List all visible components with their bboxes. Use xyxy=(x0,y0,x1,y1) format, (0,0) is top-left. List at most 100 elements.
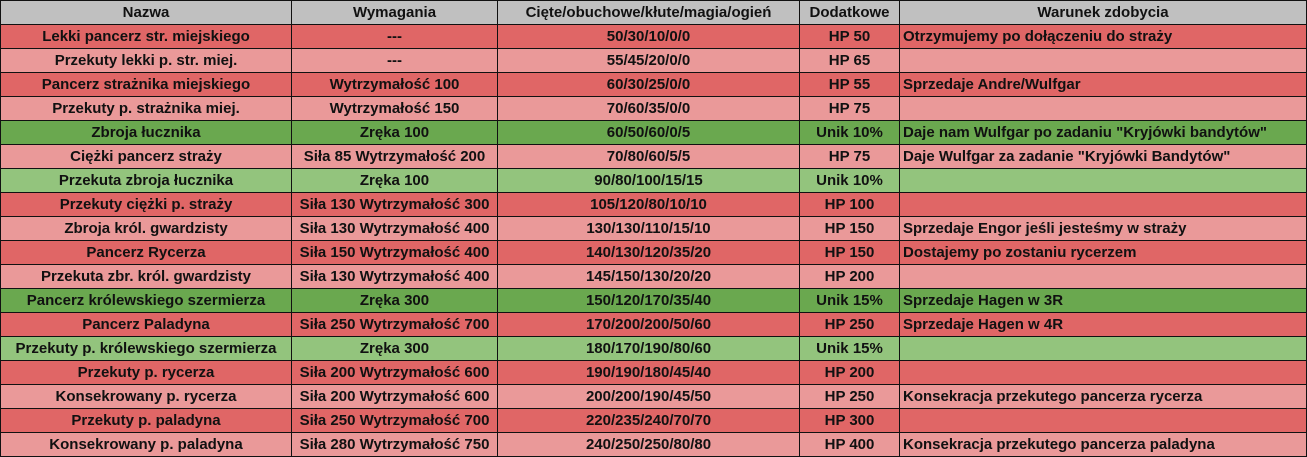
header-stats: Cięte/obuchowe/kłute/magia/ogień xyxy=(497,0,800,25)
cell-condition: Daje nam Wulfgar po zadaniu "Kryjówki ba… xyxy=(899,120,1307,145)
cell-stats: 220/235/240/70/70 xyxy=(497,408,800,433)
cell-requirements: --- xyxy=(291,24,498,49)
cell-requirements: Siła 85 Wytrzymałość 200 xyxy=(291,144,498,169)
cell-name: Przekuty p. paladyna xyxy=(0,408,292,433)
cell-requirements: --- xyxy=(291,48,498,73)
cell-requirements: Siła 250 Wytrzymałość 700 xyxy=(291,312,498,337)
cell-extra: Unik 10% xyxy=(799,168,900,193)
cell-requirements: Siła 200 Wytrzymałość 600 xyxy=(291,384,498,409)
cell-stats: 70/60/35/0/0 xyxy=(497,96,800,121)
cell-condition xyxy=(899,168,1307,193)
cell-condition: Otrzymujemy po dołączeniu do straży xyxy=(899,24,1307,49)
cell-extra: HP 250 xyxy=(799,384,900,409)
cell-name: Pancerz królewskiego szermierza xyxy=(0,288,292,313)
cell-extra: HP 150 xyxy=(799,240,900,265)
table-row: Przekuta zbr. król. gwardzisty Siła 130 W… xyxy=(0,264,1307,289)
cell-extra: HP 75 xyxy=(799,144,900,169)
cell-stats: 190/190/180/45/40 xyxy=(497,360,800,385)
cell-name: Konsekrowany p. paladyna xyxy=(0,432,292,457)
cell-extra: HP 100 xyxy=(799,192,900,217)
cell-stats: 130/130/110/15/10 xyxy=(497,216,800,241)
table-row: Konsekrowany p. paladyna Siła 280 Wytrzym… xyxy=(0,432,1307,457)
cell-stats: 55/45/20/0/0 xyxy=(497,48,800,73)
table-row: Przekuty p. królewskiego szermierza Zręka… xyxy=(0,336,1307,361)
cell-condition: Sprzedaje Hagen w 4R xyxy=(899,312,1307,337)
cell-name: Przekuty p. strażnika miej. xyxy=(0,96,292,121)
cell-condition xyxy=(899,264,1307,289)
cell-condition: Daje Wulfgar za zadanie "Kryjówki Bandyt… xyxy=(899,144,1307,169)
cell-condition: Sprzedaje Hagen w 3R xyxy=(899,288,1307,313)
table-row: Zbroja łucznika Zręka 100 60/50/60/0/5 Unik… xyxy=(0,120,1307,145)
cell-requirements: Siła 200 Wytrzymałość 600 xyxy=(291,360,498,385)
cell-stats: 60/50/60/0/5 xyxy=(497,120,800,145)
cell-extra: HP 150 xyxy=(799,216,900,241)
cell-name: Pancerz Paladyna xyxy=(0,312,292,337)
cell-stats: 200/200/190/45/50 xyxy=(497,384,800,409)
cell-extra: HP 200 xyxy=(799,264,900,289)
cell-requirements: Zręka 300 xyxy=(291,336,498,361)
cell-requirements: Wytrzymałość 100 xyxy=(291,72,498,97)
cell-stats: 180/170/190/80/60 xyxy=(497,336,800,361)
cell-stats: 150/120/170/35/40 xyxy=(497,288,800,313)
cell-stats: 140/130/120/35/20 xyxy=(497,240,800,265)
cell-stats: 240/250/250/80/80 xyxy=(497,432,800,457)
cell-name: Przekuty lekki p. str. miej. xyxy=(0,48,292,73)
cell-extra: HP 50 xyxy=(799,24,900,49)
table-row: Przekuty ciężki p. straży Siła 130 Wytrzy… xyxy=(0,192,1307,217)
cell-stats: 145/150/130/20/20 xyxy=(497,264,800,289)
cell-stats: 170/200/200/50/60 xyxy=(497,312,800,337)
cell-condition: Sprzedaje Engor jeśli jesteśmy w straży xyxy=(899,216,1307,241)
cell-name: Ciężki pancerz straży xyxy=(0,144,292,169)
table-row: Lekki pancerz str. miejskiego --- 50/30/10… xyxy=(0,24,1307,49)
cell-requirements: Siła 150 Wytrzymałość 400 xyxy=(291,240,498,265)
cell-condition xyxy=(899,360,1307,385)
table-row: Przekuta zbroja łucznika Zręka 100 90/80/1… xyxy=(0,168,1307,193)
header-requirements: Wymagania xyxy=(291,0,498,25)
cell-extra: HP 75 xyxy=(799,96,900,121)
cell-name: Zbroja łucznika xyxy=(0,120,292,145)
cell-name: Konsekrowany p. rycerza xyxy=(0,384,292,409)
cell-name: Pancerz Rycerza xyxy=(0,240,292,265)
table-row: Przekuty p. rycerza Siła 200 Wytrzymałość… xyxy=(0,360,1307,385)
cell-extra: Unik 15% xyxy=(799,336,900,361)
cell-name: Przekuty p. rycerza xyxy=(0,360,292,385)
cell-name: Przekuty p. królewskiego szermierza xyxy=(0,336,292,361)
cell-extra: HP 65 xyxy=(799,48,900,73)
cell-condition: Dostajemy po zostaniu rycerzem xyxy=(899,240,1307,265)
cell-condition xyxy=(899,336,1307,361)
table-row: Pancerz strażnika miejskiego Wytrzymałość… xyxy=(0,72,1307,97)
cell-requirements: Zręka 100 xyxy=(291,168,498,193)
cell-requirements: Wytrzymałość 150 xyxy=(291,96,498,121)
header-extra: Dodatkowe xyxy=(799,0,900,25)
cell-name: Przekuty ciężki p. straży xyxy=(0,192,292,217)
table-row: Przekuty lekki p. str. miej. --- 55/45/20/… xyxy=(0,48,1307,73)
cell-extra: Unik 10% xyxy=(799,120,900,145)
cell-name: Przekuta zbroja łucznika xyxy=(0,168,292,193)
header-condition: Warunek zdobycia xyxy=(899,0,1307,25)
cell-condition: Sprzedaje Andre/Wulfgar xyxy=(899,72,1307,97)
table-body: Lekki pancerz str. miejskiego --- 50/30/10… xyxy=(0,24,1307,457)
cell-requirements: Siła 130 Wytrzymałość 300 xyxy=(291,192,498,217)
cell-condition: Konsekracja przekutego pancerza rycerza xyxy=(899,384,1307,409)
table-row: Pancerz Rycerza Siła 150 Wytrzymałość 400… xyxy=(0,240,1307,265)
cell-extra: Unik 15% xyxy=(799,288,900,313)
table-row: Zbroja król. gwardzisty Siła 130 Wytrzyma… xyxy=(0,216,1307,241)
header-row: Nazwa Wymagania Cięte/obuchowe/kłute/mag… xyxy=(0,0,1307,25)
cell-requirements: Siła 250 Wytrzymałość 700 xyxy=(291,408,498,433)
cell-requirements: Siła 280 Wytrzymałość 750 xyxy=(291,432,498,457)
cell-requirements: Zręka 100 xyxy=(291,120,498,145)
cell-stats: 105/120/80/10/10 xyxy=(497,192,800,217)
cell-extra: HP 55 xyxy=(799,72,900,97)
cell-requirements: Siła 130 Wytrzymałość 400 xyxy=(291,216,498,241)
cell-stats: 50/30/10/0/0 xyxy=(497,24,800,49)
cell-name: Pancerz strażnika miejskiego xyxy=(0,72,292,97)
cell-condition xyxy=(899,408,1307,433)
cell-stats: 60/30/25/0/0 xyxy=(497,72,800,97)
table-row: Pancerz królewskiego szermierza Zręka 300… xyxy=(0,288,1307,313)
cell-extra: HP 400 xyxy=(799,432,900,457)
cell-requirements: Siła 130 Wytrzymałość 400 xyxy=(291,264,498,289)
cell-name: Lekki pancerz str. miejskiego xyxy=(0,24,292,49)
cell-extra: HP 300 xyxy=(799,408,900,433)
cell-condition: Konsekracja przekutego pancerza paladyna xyxy=(899,432,1307,457)
